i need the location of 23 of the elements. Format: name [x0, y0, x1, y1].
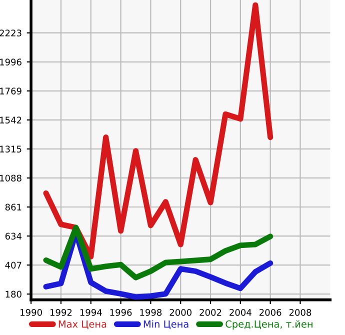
- y-tick-label: 407: [5, 262, 22, 269]
- y-tick-label: 634: [5, 232, 22, 240]
- x-tick-label: 2004: [230, 309, 252, 316]
- x-tick-label: 2008: [289, 309, 312, 316]
- legend-label: Сред.Цена, т.йен: [226, 320, 312, 330]
- y-tick-label: 180: [6, 290, 22, 298]
- x-tick-label: 2006: [260, 309, 282, 316]
- x-tick-label: 1992: [50, 309, 72, 316]
- legend-label: Min Цена: [144, 320, 188, 330]
- y-tick-label: 2223: [0, 30, 22, 36]
- y-tick-label: 1769: [0, 88, 22, 94]
- y-tick-label: 1542: [0, 116, 22, 124]
- x-tick-label: 2000: [170, 309, 192, 316]
- legend-label: Max Цена: [58, 320, 106, 330]
- x-tick-label: 2002: [200, 309, 222, 316]
- x-tick-label: 1996: [110, 309, 132, 316]
- x-tick-label: 1990: [20, 309, 42, 316]
- y-tick-label: 1315: [0, 146, 22, 153]
- x-tick-label: 1998: [140, 309, 162, 316]
- y-tick-label: 1088: [0, 174, 22, 182]
- y-tick-label: 861: [5, 204, 22, 211]
- y-tick-label: 1996: [0, 58, 22, 66]
- x-tick-label: 1994: [80, 309, 102, 316]
